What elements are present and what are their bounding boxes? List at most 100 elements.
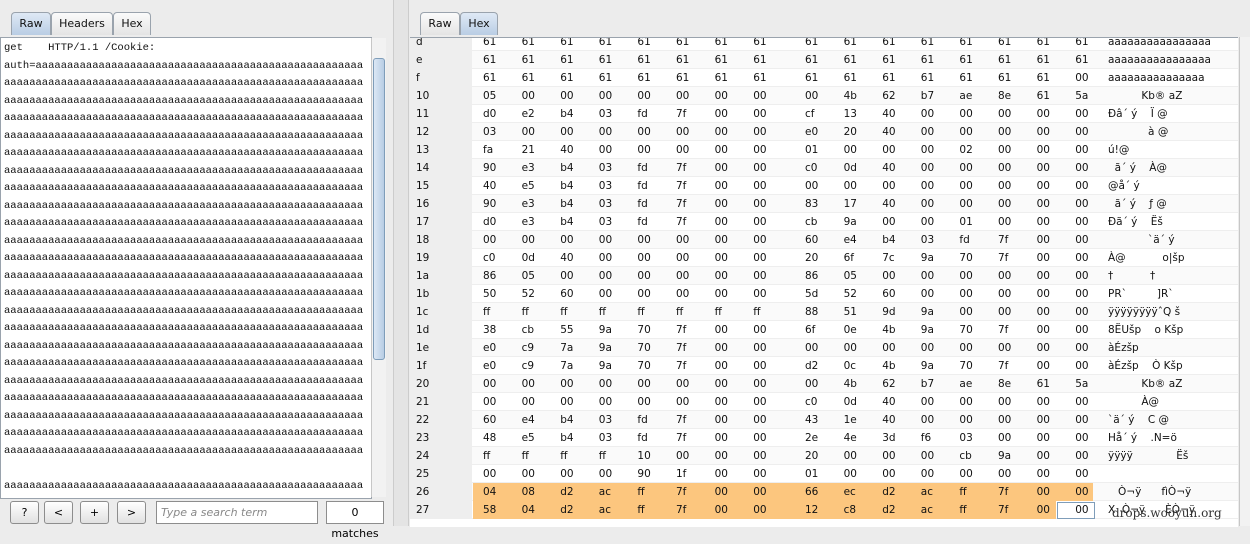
hex-byte[interactable]: b4 xyxy=(560,198,574,210)
hex-byte[interactable]: 48 xyxy=(483,432,497,444)
hex-byte[interactable]: ff xyxy=(676,306,684,318)
hex-byte[interactable]: 00 xyxy=(637,126,651,138)
hex-byte[interactable]: 00 xyxy=(1075,450,1089,462)
hex-byte[interactable]: 00 xyxy=(753,288,767,300)
hex-byte[interactable]: 5a xyxy=(1075,378,1089,390)
hex-byte[interactable]: ff xyxy=(637,306,645,318)
hex-byte[interactable]: 00 xyxy=(920,270,935,282)
hex-byte[interactable]: 61 xyxy=(1036,54,1050,66)
hex-byte[interactable]: 00 xyxy=(843,450,857,462)
hex-byte[interactable]: 62 xyxy=(882,90,896,102)
hex-byte[interactable]: 00 xyxy=(998,414,1012,426)
splitter[interactable] xyxy=(393,0,409,526)
hex-byte[interactable]: 4b xyxy=(882,360,896,372)
hex-byte[interactable]: 00 xyxy=(483,468,497,480)
hex-byte[interactable]: 40 xyxy=(882,108,896,120)
hex-byte[interactable]: 00 xyxy=(959,396,973,408)
hex-byte[interactable]: 5d xyxy=(805,288,819,300)
hex-byte[interactable]: 00 xyxy=(998,180,1012,192)
hex-byte[interactable]: 04 xyxy=(483,486,497,498)
hex-byte[interactable]: 00 xyxy=(598,378,613,390)
hex-byte[interactable]: 00 xyxy=(598,288,613,300)
hex-byte[interactable]: b4 xyxy=(560,216,574,228)
hex-byte[interactable]: 00 xyxy=(1036,414,1050,426)
hex-byte[interactable]: 8e xyxy=(998,90,1012,102)
hex-byte[interactable]: 00 xyxy=(998,306,1012,318)
hex-byte[interactable]: 00 xyxy=(714,486,728,498)
hex-byte[interactable]: 86 xyxy=(805,270,819,282)
hex-byte[interactable]: 9d xyxy=(882,306,896,318)
hex-byte[interactable]: b4 xyxy=(560,414,574,426)
hex-byte[interactable]: 00 xyxy=(1036,450,1050,462)
hex-byte[interactable]: 00 xyxy=(598,252,613,264)
hex-byte[interactable]: 7f xyxy=(676,414,687,426)
hex-byte[interactable]: 00 xyxy=(843,180,857,192)
hex-byte[interactable]: 61 xyxy=(959,72,973,84)
hex-byte[interactable]: 61 xyxy=(753,54,767,66)
hex-byte[interactable]: 00 xyxy=(753,234,767,246)
hex-byte[interactable]: 00 xyxy=(882,270,896,282)
hex-byte[interactable]: 00 xyxy=(753,324,767,336)
hex-byte[interactable]: 9a xyxy=(843,216,857,228)
hex-byte[interactable]: 00 xyxy=(805,180,819,192)
hex-byte[interactable]: 00 xyxy=(560,90,574,102)
hex-byte[interactable]: 88 xyxy=(805,306,819,318)
hex-byte[interactable]: 00 xyxy=(1036,144,1050,156)
hex-byte[interactable]: 40 xyxy=(560,252,574,264)
hex-byte[interactable]: 00 xyxy=(998,108,1012,120)
hex-byte[interactable]: 00 xyxy=(714,378,728,390)
hex-byte[interactable]: 7f xyxy=(676,486,687,498)
hex-byte[interactable]: 40 xyxy=(560,144,574,156)
hex-byte[interactable]: fd xyxy=(637,162,648,174)
hex-byte[interactable]: 00 xyxy=(1036,468,1050,480)
hex-byte[interactable]: fd xyxy=(637,108,648,120)
hex-byte[interactable]: 00 xyxy=(959,198,973,210)
hex-byte[interactable]: 8e xyxy=(998,378,1012,390)
tab[interactable]: Hex xyxy=(113,12,151,35)
hex-byte[interactable]: 61 xyxy=(920,54,935,66)
hex-byte[interactable]: 60 xyxy=(560,288,574,300)
hex-byte[interactable]: 61 xyxy=(521,54,535,66)
hex-byte[interactable]: 02 xyxy=(959,144,973,156)
hex-byte[interactable]: 21 xyxy=(521,144,535,156)
hex-byte[interactable]: 00 xyxy=(882,144,896,156)
hex-byte[interactable]: 7a xyxy=(560,342,574,354)
hex-byte[interactable]: 00 xyxy=(753,270,767,282)
hex-byte[interactable]: 00 xyxy=(920,342,935,354)
hex-byte[interactable]: 9a xyxy=(598,324,612,336)
hex-byte[interactable]: 0d xyxy=(843,162,857,174)
hex-byte[interactable]: 00 xyxy=(753,450,767,462)
hex-byte[interactable]: 00 xyxy=(714,252,728,264)
hex-byte[interactable]: 00 xyxy=(1036,126,1050,138)
hex-byte[interactable]: 00 xyxy=(714,144,728,156)
hex-byte[interactable]: 7f xyxy=(676,342,687,354)
hex-byte[interactable]: 00 xyxy=(637,252,651,264)
hex-byte[interactable]: 00 xyxy=(714,288,728,300)
hex-byte[interactable]: 00 xyxy=(959,306,973,318)
hex-byte[interactable]: 00 xyxy=(714,126,728,138)
hex-byte[interactable]: 00 xyxy=(1075,414,1089,426)
hex-byte[interactable]: 00 xyxy=(753,486,767,498)
hex-byte[interactable]: 00 xyxy=(560,468,574,480)
hex-byte[interactable]: 00 xyxy=(598,90,613,102)
hex-byte[interactable]: 00 xyxy=(1036,504,1050,516)
hex-byte[interactable]: 00 xyxy=(843,144,857,156)
hex-byte[interactable]: 40 xyxy=(882,126,896,138)
hex-byte[interactable]: c9 xyxy=(521,342,535,354)
hex-byte[interactable]: cf xyxy=(805,108,815,120)
hex-byte[interactable]: 00 xyxy=(676,450,690,462)
hex-byte[interactable]: 00 xyxy=(753,198,767,210)
hex-byte[interactable]: 03 xyxy=(598,180,613,192)
hex-byte[interactable]: 00 xyxy=(714,414,728,426)
hex-byte[interactable]: ff xyxy=(560,450,568,462)
hex-byte[interactable]: 7f xyxy=(676,162,687,174)
hex-byte[interactable]: 61 xyxy=(753,72,767,84)
hex-byte[interactable]: c8 xyxy=(843,504,857,516)
hex-byte[interactable]: 61 xyxy=(959,37,973,48)
hex-byte[interactable]: e0 xyxy=(805,126,819,138)
hex-byte[interactable]: 61 xyxy=(598,72,613,84)
hex-byte[interactable]: 7f xyxy=(998,252,1009,264)
hex-byte[interactable]: 7f xyxy=(676,198,687,210)
hex-byte[interactable]: ff xyxy=(637,486,645,498)
hex-byte[interactable]: c0 xyxy=(483,252,496,264)
